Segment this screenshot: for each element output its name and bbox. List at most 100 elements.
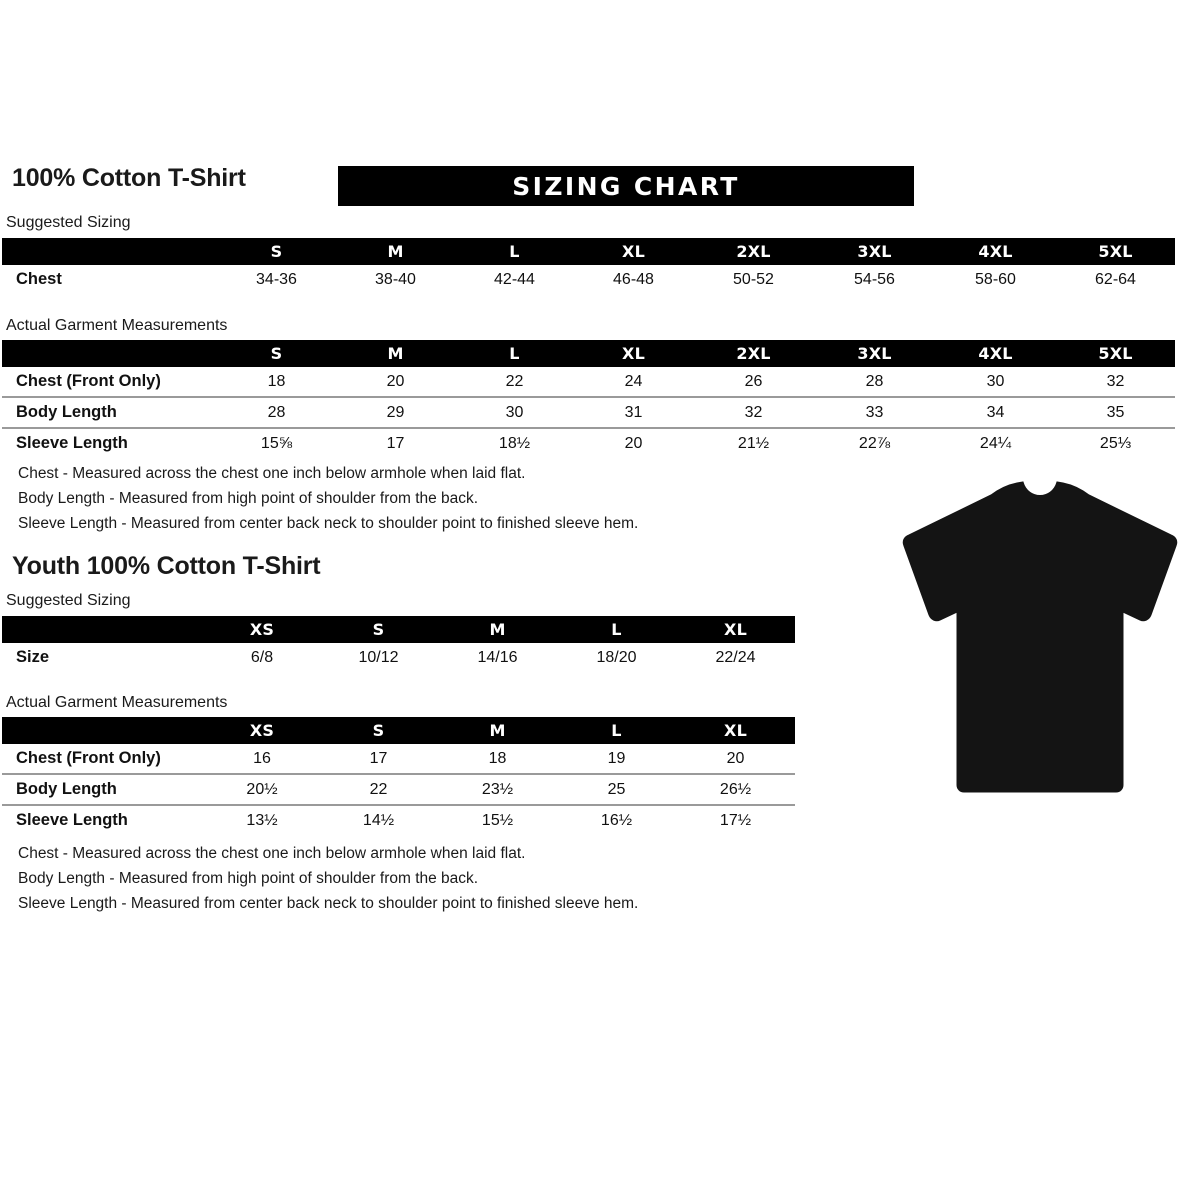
page-title: 100% Cotton T-Shirt xyxy=(12,164,246,192)
youth-actual-cell: 22 xyxy=(319,773,438,805)
youth-actual-cell: 17½ xyxy=(676,804,795,835)
youth-suggested-column-header: XS xyxy=(249,620,275,639)
youth-suggested-cell: 22/24 xyxy=(715,648,756,666)
adult-suggested-cell: 50-52 xyxy=(733,270,774,288)
adult-actual-cell: 34 xyxy=(935,396,1056,428)
adult-actual-cell: 28 xyxy=(865,372,884,390)
adult-actual-column-header: 5XL xyxy=(1098,344,1133,363)
adult-suggested-column-header: L xyxy=(509,242,520,261)
adult-actual-cell: 21½ xyxy=(693,427,814,458)
youth-actual-column-header: M xyxy=(489,721,506,740)
adult-actual-cell: 24¼ xyxy=(935,427,1056,458)
youth-actual-measurements-table: XS S M L XL Chest (Front Only) 16 17 18 19 20 Body… xyxy=(2,717,795,835)
adult-actual-column-header: M xyxy=(387,344,404,363)
adult-suggested-row-label: Chest xyxy=(16,270,62,288)
adult-note-line: Sleeve Length - Measured from center bac… xyxy=(18,515,639,532)
adult-actual-cell: 35 xyxy=(1056,396,1175,428)
adult-actual-column-header: XL xyxy=(622,344,645,363)
adult-suggested-cell: 62-64 xyxy=(1095,270,1136,288)
sizing-chart-banner: SIZING CHART xyxy=(338,166,914,206)
youth-actual-measurements-label: Actual Garment Measurements xyxy=(6,694,228,711)
adult-actual-cell: 24 xyxy=(624,372,643,390)
table-header-row: XS S M L XL xyxy=(2,717,795,744)
table-header-row: S M L XL 2XL 3XL 4XL 5XL xyxy=(2,340,1175,367)
youth-note-line: Body Length - Measured from high point o… xyxy=(18,870,479,887)
youth-actual-cell: 20 xyxy=(726,749,745,767)
youth-actual-column-header: L xyxy=(611,721,622,740)
adult-actual-cell: 30 xyxy=(986,372,1005,390)
youth-suggested-cell: 14/16 xyxy=(477,648,518,666)
youth-actual-cell: 23½ xyxy=(438,773,557,805)
adult-actual-cell: 20 xyxy=(386,372,405,390)
adult-actual-row-label: Sleeve Length xyxy=(2,427,217,458)
adult-suggested-column-header: M xyxy=(387,242,404,261)
adult-suggested-cell: 58-60 xyxy=(975,270,1016,288)
sizing-chart-banner-label: SIZING CHART xyxy=(512,171,740,201)
adult-suggested-cell: 38-40 xyxy=(375,270,416,288)
youth-actual-column-header: S xyxy=(372,721,385,740)
table-row: Chest (Front Only) 18 20 22 24 26 28 30 32 xyxy=(2,367,1175,397)
adult-suggested-column-header: 4XL xyxy=(978,242,1013,261)
adult-actual-row-label: Body Length xyxy=(2,396,217,428)
youth-actual-cell: 20½ xyxy=(205,773,319,805)
table-header-row: S M L XL 2XL 3XL 4XL 5XL xyxy=(2,238,1175,265)
adult-actual-cell: 33 xyxy=(814,396,935,428)
adult-note-line: Body Length - Measured from high point o… xyxy=(18,490,479,507)
youth-actual-cell: 14½ xyxy=(319,804,438,835)
youth-measurement-notes: Chest - Measured across the chest one in… xyxy=(18,841,638,916)
table-body: Chest (Front Only) 16 17 18 19 20 Body Length 2… xyxy=(2,744,795,835)
youth-suggested-column-header: L xyxy=(611,620,622,639)
adult-actual-cell: 25⅓ xyxy=(1056,427,1175,458)
youth-suggested-column-header: M xyxy=(489,620,506,639)
adult-suggested-cell: 54-56 xyxy=(854,270,895,288)
adult-actual-cell: 18 xyxy=(267,372,286,390)
youth-suggested-sizing-label: Suggested Sizing xyxy=(6,592,131,609)
youth-actual-row-label: Sleeve Length xyxy=(2,804,205,835)
adult-actual-cell: 22 xyxy=(505,372,524,390)
youth-suggested-cell: 18/20 xyxy=(596,648,637,666)
table-body: Size 6/8 10/12 14/16 18/20 22/24 xyxy=(2,643,795,672)
adult-suggested-column-header: 3XL xyxy=(857,242,892,261)
adult-suggested-sizing-table: S M L XL 2XL 3XL 4XL 5XL Chest 34-36 38-40 42-44 46… xyxy=(2,238,1175,294)
youth-actual-column-header: XL xyxy=(724,721,747,740)
adult-actual-column-header: 3XL xyxy=(857,344,892,363)
adult-suggested-column-header: XL xyxy=(622,242,645,261)
table-row: Body Length 20½ 22 23½ 25 26½ xyxy=(2,773,795,805)
youth-actual-cell: 16½ xyxy=(557,804,676,835)
youth-note-line: Chest - Measured across the chest one in… xyxy=(18,845,526,862)
adult-suggested-cell: 42-44 xyxy=(494,270,535,288)
adult-suggested-cell: 46-48 xyxy=(613,270,654,288)
table-row: Size 6/8 10/12 14/16 18/20 22/24 xyxy=(2,643,795,672)
youth-suggested-row-label: Size xyxy=(16,648,50,666)
adult-actual-cell: 17 xyxy=(336,427,455,458)
table-row: Body Length 28 29 30 31 32 33 34 35 xyxy=(2,396,1175,428)
adult-actual-cell: 30 xyxy=(455,396,574,428)
youth-suggested-column-header: XL xyxy=(724,620,747,639)
adult-note-line: Chest - Measured across the chest one in… xyxy=(18,465,526,482)
youth-note-line: Sleeve Length - Measured from center bac… xyxy=(18,895,639,912)
youth-actual-row-label: Chest (Front Only) xyxy=(16,749,161,767)
youth-suggested-column-header: S xyxy=(372,620,385,639)
table-row: Sleeve Length 15⅝ 17 18½ 20 21½ 22⅞ 24¼ 25⅓ xyxy=(2,427,1175,458)
adult-actual-cell: 18½ xyxy=(455,427,574,458)
table-row: Chest (Front Only) 16 17 18 19 20 xyxy=(2,744,795,774)
adult-suggested-cell: 34-36 xyxy=(256,270,297,288)
youth-actual-cell: 25 xyxy=(557,773,676,805)
youth-actual-cell: 19 xyxy=(607,749,626,767)
adult-actual-measurements-label: Actual Garment Measurements xyxy=(6,317,228,334)
adult-actual-cell: 28 xyxy=(217,396,336,428)
adult-actual-column-header: 4XL xyxy=(978,344,1013,363)
youth-actual-header-rowlabel xyxy=(2,717,205,744)
youth-actual-cell: 15½ xyxy=(438,804,557,835)
adult-actual-cell: 29 xyxy=(336,396,455,428)
table-header-row: XS S M L XL xyxy=(2,616,795,643)
adult-actual-row-label: Chest (Front Only) xyxy=(16,372,161,390)
youth-actual-cell: 13½ xyxy=(205,804,319,835)
adult-actual-cell: 32 xyxy=(693,396,814,428)
table-body: Chest 34-36 38-40 42-44 46-48 50-52 54-56 58-60… xyxy=(2,265,1175,294)
adult-measurement-notes: Chest - Measured across the chest one in… xyxy=(18,461,638,536)
adult-suggested-column-header: 5XL xyxy=(1098,242,1133,261)
youth-suggested-cell: 10/12 xyxy=(358,648,399,666)
youth-actual-cell: 16 xyxy=(253,749,271,767)
